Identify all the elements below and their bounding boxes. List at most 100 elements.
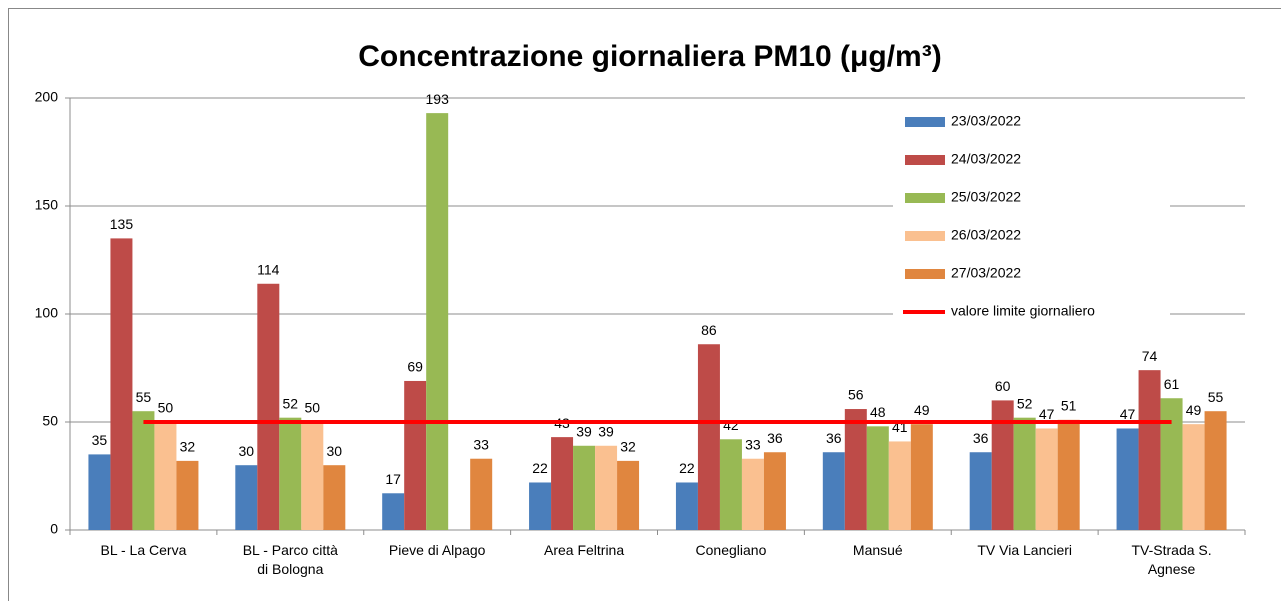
data-label: 52 [283,395,299,411]
bar [910,424,933,530]
data-label: 61 [1164,376,1180,392]
x-tick-label: Mansué [852,542,903,558]
data-label: 22 [679,460,695,476]
bar [697,344,720,530]
data-label: 33 [745,436,761,452]
data-label: 33 [473,436,489,452]
bar [235,465,258,530]
bar [675,482,698,530]
legend-label: 25/03/2022 [951,189,1021,205]
data-label: 74 [1142,348,1158,364]
bar [1057,419,1080,530]
data-label: 42 [723,417,739,433]
x-tick-label: BL - Parco città di Bologna [242,542,338,577]
data-label: 35 [92,432,108,448]
bar [866,426,889,530]
data-label: 36 [767,430,783,446]
bar [301,422,324,530]
x-tick-label: TV-Strada S. Agnese [1131,542,1212,577]
bar [382,493,405,530]
bar [1182,424,1205,530]
bar [595,445,618,530]
bar [1204,411,1227,530]
x-tick-label: Area Feltrina [543,542,625,558]
bar [719,439,742,530]
x-tick-label: Conegliano [695,542,767,558]
bar [991,400,1014,530]
data-label: 50 [158,400,174,416]
legend-swatch [905,193,945,203]
data-label: 22 [532,460,548,476]
data-label: 60 [995,378,1011,394]
bar [1160,398,1183,530]
bar [822,452,845,530]
data-label: 50 [305,400,321,416]
x-tick-label: TV Via Lancieri [977,542,1073,558]
data-label: 30 [327,443,343,459]
bar [573,445,596,530]
legend-swatch [905,155,945,165]
bar [176,460,199,530]
bar [529,482,552,530]
data-label: 51 [1061,398,1077,414]
y-tick-label: 150 [35,197,59,213]
legend-label: valore limite giornaliero [951,303,1095,319]
legend-swatch [905,269,945,279]
data-label: 56 [848,387,864,403]
chart-title: Concentrazione giornaliera PM10 (μg/m³) [358,40,941,73]
data-label: 39 [598,423,614,439]
bar [763,452,786,530]
data-label: 17 [385,471,401,487]
data-label: 36 [973,430,989,446]
data-label: 86 [701,322,717,338]
bar [551,437,574,530]
data-label: 114 [257,261,280,277]
legend-swatch [905,117,945,127]
y-tick-label: 0 [50,521,58,537]
legend-box [893,104,1170,336]
bar [470,458,493,530]
data-label: 39 [576,423,592,439]
bar [154,422,177,530]
bar [323,465,346,530]
bar [110,238,133,530]
bar [426,113,449,531]
bar [1116,428,1139,530]
bar [1138,370,1161,530]
data-label: 55 [136,389,152,405]
y-tick-label: 200 [35,89,59,105]
data-label: 135 [110,216,134,232]
legend-label: 24/03/2022 [951,151,1021,167]
legend-label: 26/03/2022 [951,227,1021,243]
bar [1013,417,1036,530]
data-label: 36 [826,430,842,446]
data-label: 47 [1039,406,1055,422]
y-tick-label: 50 [42,413,58,429]
data-label: 32 [620,439,636,455]
data-label: 55 [1208,389,1224,405]
bar [88,454,111,530]
x-tick-label: BL - La Cerva [100,542,187,558]
bar [888,441,911,530]
bar [741,458,764,530]
data-label: 49 [1186,402,1202,418]
y-tick-label: 100 [35,305,59,321]
bar [257,283,280,530]
data-label: 52 [1017,395,1033,411]
legend-label: 23/03/2022 [951,113,1021,129]
data-label: 69 [407,359,423,375]
bar [617,460,640,530]
bar [844,409,867,530]
bar [279,417,302,530]
x-tick-label: Pieve di Alpago [388,542,486,558]
bar [969,452,992,530]
legend-label: 27/03/2022 [951,265,1021,281]
bar [1035,428,1058,530]
data-label: 193 [426,91,450,107]
bar [404,380,427,530]
data-label: 32 [180,439,196,455]
data-label: 49 [914,402,930,418]
data-label: 47 [1120,406,1136,422]
